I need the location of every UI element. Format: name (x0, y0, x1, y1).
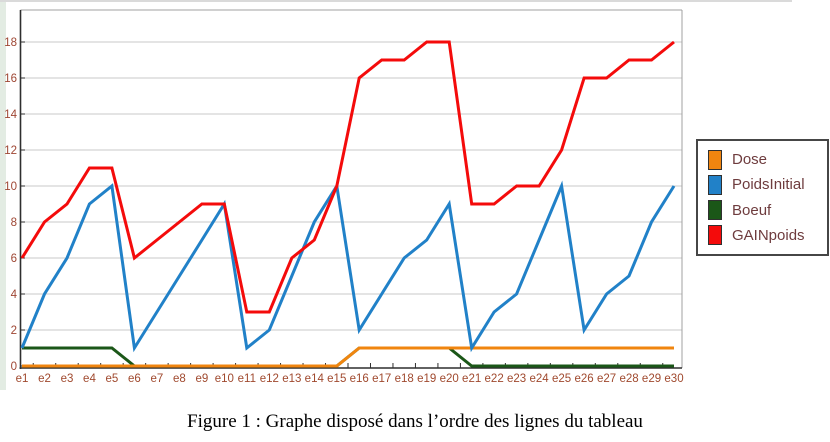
gridlines (20, 41, 682, 331)
svg-text:18: 18 (4, 37, 17, 49)
svg-text:e1: e1 (16, 373, 29, 385)
svg-text:e6: e6 (128, 373, 141, 385)
svg-text:e21: e21 (462, 373, 481, 385)
svg-text:e25: e25 (552, 373, 571, 385)
svg-text:e2: e2 (38, 373, 51, 385)
svg-text:e4: e4 (83, 373, 96, 385)
svg-text:e10: e10 (215, 373, 234, 385)
legend-label: GAINpoids (732, 226, 805, 244)
series-line-gainpoids (20, 40, 675, 314)
plot-frame (20, 9, 683, 368)
legend-swatch-dose (708, 149, 722, 170)
svg-text:e18: e18 (395, 373, 414, 385)
svg-text:e7: e7 (150, 373, 163, 385)
figure-caption: Figure 1 : Graphe disposé dans l’ordre d… (187, 411, 643, 432)
svg-text:e5: e5 (106, 373, 119, 385)
svg-text:12: 12 (4, 145, 17, 157)
svg-text:6: 6 (11, 253, 17, 265)
axes (19, 10, 682, 369)
svg-text:e23: e23 (507, 373, 526, 385)
svg-text:e11: e11 (238, 373, 256, 385)
legend-item-dose: Dose (708, 149, 827, 170)
svg-text:e27: e27 (597, 373, 616, 385)
legend-item-boeuf: Boeuf (708, 200, 827, 221)
y-tick-labels: 0 2 4 6 8 10 12 14 16 18 (4, 37, 17, 373)
svg-text:e9: e9 (195, 373, 208, 385)
legend-swatch-poidsinitial (708, 174, 722, 195)
svg-text:16: 16 (4, 73, 17, 85)
svg-text:e22: e22 (485, 373, 504, 385)
svg-text:e24: e24 (530, 373, 550, 385)
svg-text:e30: e30 (664, 373, 683, 385)
legend-swatch-gainpoids (708, 225, 722, 246)
svg-text:e16: e16 (350, 373, 369, 385)
line-chart: 0 2 4 6 8 10 12 14 16 18 e1 e2 e3 e4 e5 e6 e7 e8 e9 e10 e11 e… (4, 9, 684, 385)
svg-text:4: 4 (11, 289, 18, 301)
svg-text:e29: e29 (642, 373, 661, 385)
svg-text:e3: e3 (61, 373, 74, 385)
svg-text:e15: e15 (327, 373, 346, 385)
svg-text:e8: e8 (173, 373, 186, 385)
series-line-poidsinitial (20, 180, 676, 353)
svg-text:e20: e20 (440, 373, 459, 385)
legend: Dose PoidsInitial Boeuf GAINpoids (696, 139, 829, 256)
svg-text:0: 0 (11, 361, 17, 373)
svg-text:e19: e19 (417, 373, 436, 385)
svg-text:14: 14 (4, 109, 17, 121)
legend-item-poidsinitial: PoidsInitial (708, 174, 827, 195)
x-tick-labels: e1 e2 e3 e4 e5 e6 e7 e8 e9 e10 e11 e12 e13 e14 e15 e16 e… (16, 373, 684, 385)
series-line-dose (22, 346, 674, 368)
legend-label: Boeuf (732, 201, 772, 219)
legend-label: Dose (732, 151, 768, 169)
legend-item-gainpoids: GAINpoids (708, 225, 827, 246)
svg-text:e26: e26 (574, 373, 593, 385)
svg-text:10: 10 (4, 181, 17, 193)
svg-text:e14: e14 (305, 373, 325, 385)
svg-text:e17: e17 (372, 373, 391, 385)
chart-top-edge (0, 0, 792, 2)
chart-left-edge (0, 2, 6, 390)
svg-text:2: 2 (11, 325, 17, 337)
svg-text:e28: e28 (619, 373, 638, 385)
legend-swatch-boeuf (708, 200, 722, 221)
svg-text:e13: e13 (282, 373, 301, 385)
svg-text:e12: e12 (260, 373, 279, 385)
svg-text:8: 8 (11, 217, 17, 229)
legend-label: PoidsInitial (732, 176, 805, 194)
